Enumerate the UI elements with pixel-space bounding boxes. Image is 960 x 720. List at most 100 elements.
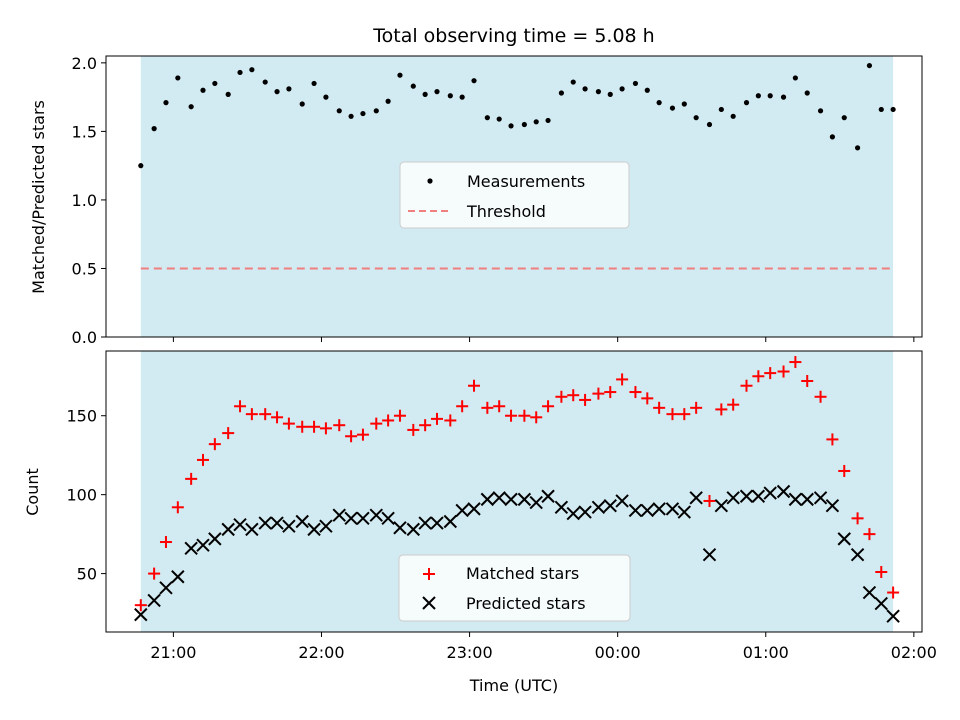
matched-stars-point xyxy=(370,417,383,430)
matched-stars-point xyxy=(319,422,332,435)
measurements-point xyxy=(792,75,798,81)
matched-stars-point xyxy=(419,419,432,432)
matched-stars-point xyxy=(296,420,309,433)
matched-stars-point xyxy=(887,586,900,599)
measurements-point xyxy=(669,105,676,111)
measurements-point xyxy=(607,91,613,97)
measurements-point xyxy=(866,62,873,69)
predicted-stars-point xyxy=(837,532,851,546)
matched-stars-point xyxy=(740,379,753,392)
measurements-point xyxy=(706,121,713,128)
measurements-point xyxy=(767,93,773,99)
measurements-point xyxy=(459,94,465,100)
predicted-stars-point xyxy=(430,516,444,530)
measurements-point xyxy=(348,113,354,119)
predicted-stars-point xyxy=(517,492,532,507)
matched-stars-point xyxy=(208,438,221,451)
measurements-point xyxy=(447,93,453,99)
measurements-point xyxy=(274,89,280,95)
matched-stars-point xyxy=(567,389,580,402)
measurements-point xyxy=(410,83,416,89)
x-tick-label: 01:00 xyxy=(743,643,789,662)
predicted-stars-point xyxy=(282,519,296,533)
matched-stars-point xyxy=(851,512,864,525)
y-tick-label: 50 xyxy=(77,565,97,584)
measurements-point xyxy=(323,94,329,100)
measurements-point xyxy=(545,117,551,124)
matched-stars-point xyxy=(444,414,457,427)
measurements-point xyxy=(681,101,687,107)
measurements-point xyxy=(804,90,810,96)
matched-stars-point xyxy=(826,433,839,446)
matched-stars-point xyxy=(481,401,494,414)
y-tick-label: 100 xyxy=(66,486,97,505)
legend-label-predicted: Predicted stars xyxy=(466,594,586,613)
x-axis-label: Time (UTC) xyxy=(469,676,558,695)
y-tick-label: 1.5 xyxy=(72,122,97,141)
x-tick-label: 23:00 xyxy=(447,643,493,662)
predicted-stars-point xyxy=(147,593,161,608)
predicted-stars-point xyxy=(443,514,458,529)
predicted-stars-point xyxy=(776,484,791,499)
predicted-stars-point xyxy=(319,519,333,533)
bottom-legend-box xyxy=(398,554,631,622)
matched-stars-point xyxy=(393,409,406,422)
matched-stars-point xyxy=(666,408,679,421)
matched-stars-point xyxy=(641,392,654,405)
predicted-stars-point xyxy=(356,511,370,526)
matched-stars-point xyxy=(653,401,666,414)
matched-stars-point xyxy=(407,423,420,436)
predicted-stars-point xyxy=(541,489,555,503)
legend-marker-matched xyxy=(423,568,435,580)
measurements-point xyxy=(385,98,391,104)
measurements-point xyxy=(163,100,169,106)
predicted-stars-point xyxy=(591,500,606,514)
chart-title: Total observing time = 5.08 h xyxy=(372,25,654,47)
measurements-point xyxy=(558,90,564,96)
matched-stars-point xyxy=(468,379,481,392)
legend-label-threshold: Threshold xyxy=(466,202,546,221)
predicted-stars-point xyxy=(862,585,877,600)
measurements-point xyxy=(595,89,602,95)
measurements-point xyxy=(200,87,206,93)
measurements-point xyxy=(336,108,342,114)
matched-stars-point xyxy=(197,453,210,466)
matched-stars-point xyxy=(678,408,691,421)
matched-stars-point xyxy=(345,430,358,443)
legend-marker-predicted xyxy=(422,596,436,610)
predicted-stars-point xyxy=(208,532,222,546)
predicted-stars-point xyxy=(344,511,358,526)
measurements-point xyxy=(471,78,477,84)
predicted-stars-point xyxy=(480,492,495,507)
matched-stars-point xyxy=(838,464,851,477)
matched-stars-point xyxy=(185,472,198,485)
matched-stars-point xyxy=(430,412,443,425)
matched-stars-point xyxy=(493,400,506,413)
measurements-point xyxy=(730,113,736,119)
measurements-point xyxy=(619,86,625,92)
predicted-stars-point xyxy=(751,489,766,503)
measurements-point xyxy=(533,119,539,125)
matched-stars-point xyxy=(814,390,827,403)
x-tick-label: 21:00 xyxy=(150,643,196,662)
measurements-point xyxy=(693,115,699,121)
matched-stars-point xyxy=(789,356,802,369)
predicted-stars-point xyxy=(578,505,592,519)
predicted-stars-point xyxy=(640,503,654,518)
legend-label-matched: Matched stars xyxy=(466,564,579,583)
measurements-point xyxy=(644,87,650,93)
predicted-stars-point xyxy=(726,491,740,505)
y-tick-label: 2.0 xyxy=(72,54,97,73)
measurements-point xyxy=(521,121,527,128)
predicted-stars-point xyxy=(603,499,617,513)
matched-stars-point xyxy=(505,409,518,422)
measurements-point xyxy=(570,79,576,85)
predicted-stars-point xyxy=(825,499,840,513)
matched-stars-point xyxy=(259,408,272,421)
matched-stars-point xyxy=(629,386,642,399)
predicted-stars-point xyxy=(159,581,173,595)
predicted-stars-point xyxy=(615,494,629,508)
matched-stars-point xyxy=(148,567,161,580)
